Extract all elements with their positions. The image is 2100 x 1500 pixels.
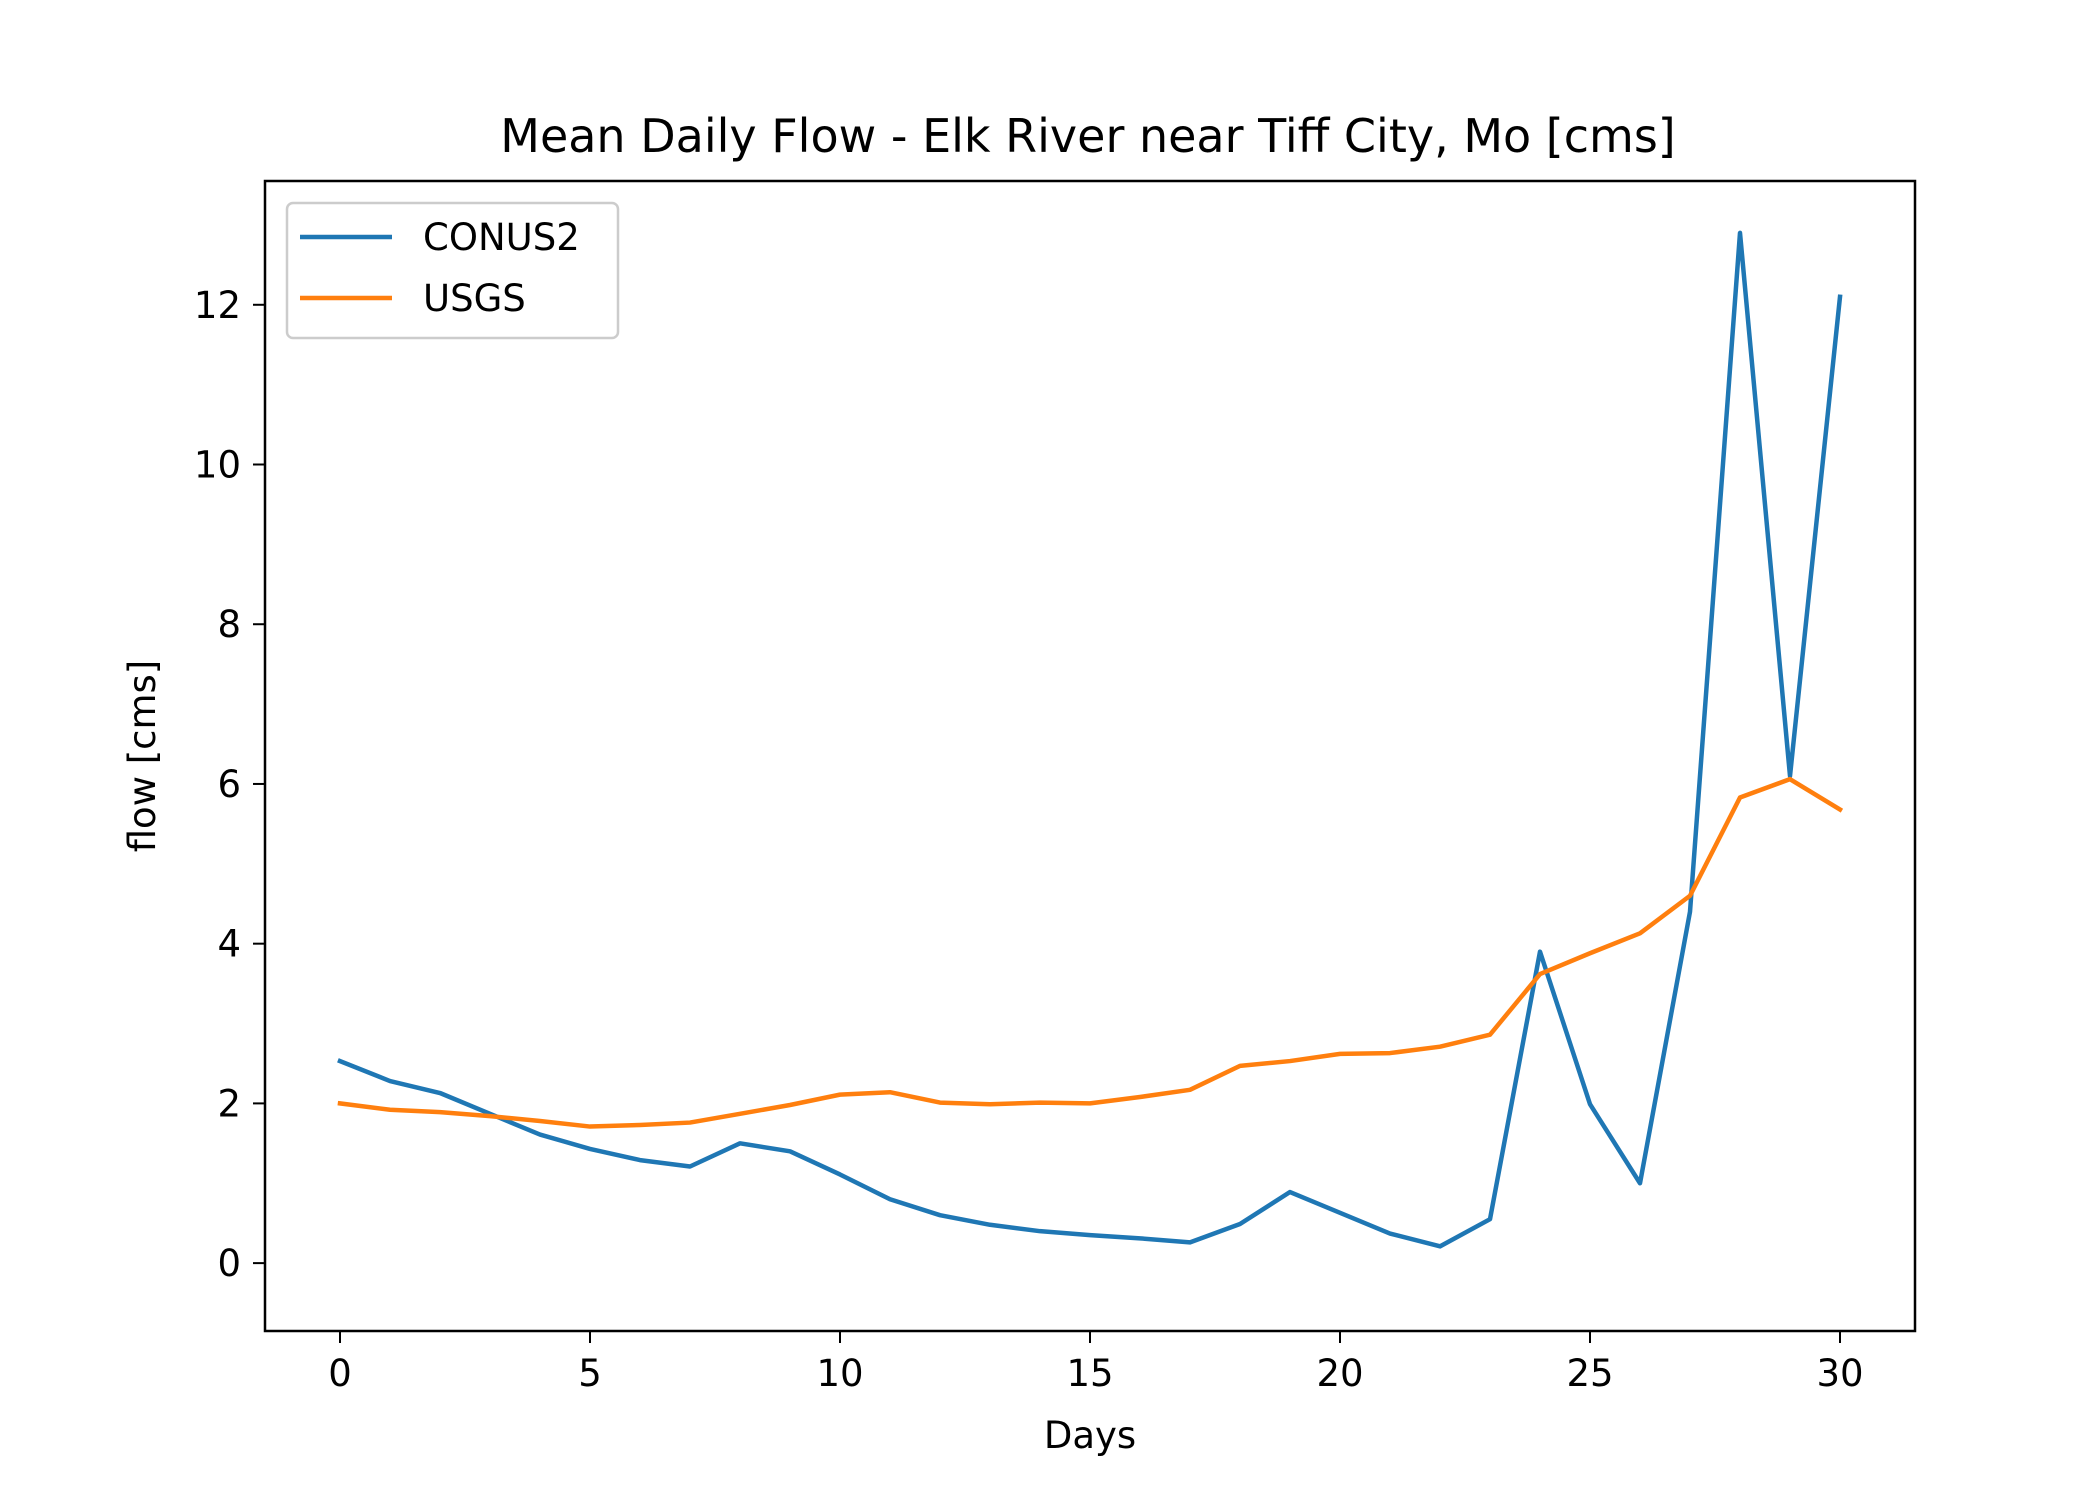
- x-axis-title: Days: [1044, 1414, 1136, 1457]
- x-tick-label: 0: [328, 1352, 352, 1395]
- x-tick-label: 15: [1066, 1352, 1113, 1395]
- series-layer: [337, 230, 1844, 1249]
- legend-label-usgs: USGS: [423, 277, 526, 320]
- legend-label-conus2: CONUS2: [423, 216, 580, 259]
- y-tick-label: 12: [194, 284, 241, 327]
- series-line-usgs: [337, 776, 1844, 1129]
- y-tick-label: 4: [217, 923, 241, 966]
- x-tick-label: 20: [1316, 1352, 1363, 1395]
- plot-frame: [263, 179, 1917, 1333]
- x-tick-label: 25: [1566, 1352, 1613, 1395]
- series-line-conus2: [337, 230, 1843, 1249]
- x-tick-label: 10: [816, 1352, 863, 1395]
- chart-title: Mean Daily Flow - Elk River near Tiff Ci…: [500, 109, 1676, 163]
- legend: CONUS2 USGS: [285, 201, 620, 340]
- y-tick-label: 2: [217, 1082, 241, 1125]
- y-tick-label: 10: [194, 444, 241, 487]
- y-tick-label: 8: [217, 603, 241, 646]
- y-tick-label: 0: [217, 1242, 241, 1285]
- x-tick-label: 5: [578, 1352, 602, 1395]
- y-axis-title: flow [cms]: [121, 660, 164, 853]
- ticks-layer: 0 5 10 15 20 25 30 0 2 4 6 8 10 12: [194, 284, 1864, 1395]
- y-tick-label: 6: [217, 763, 241, 806]
- x-tick-label: 30: [1816, 1352, 1863, 1395]
